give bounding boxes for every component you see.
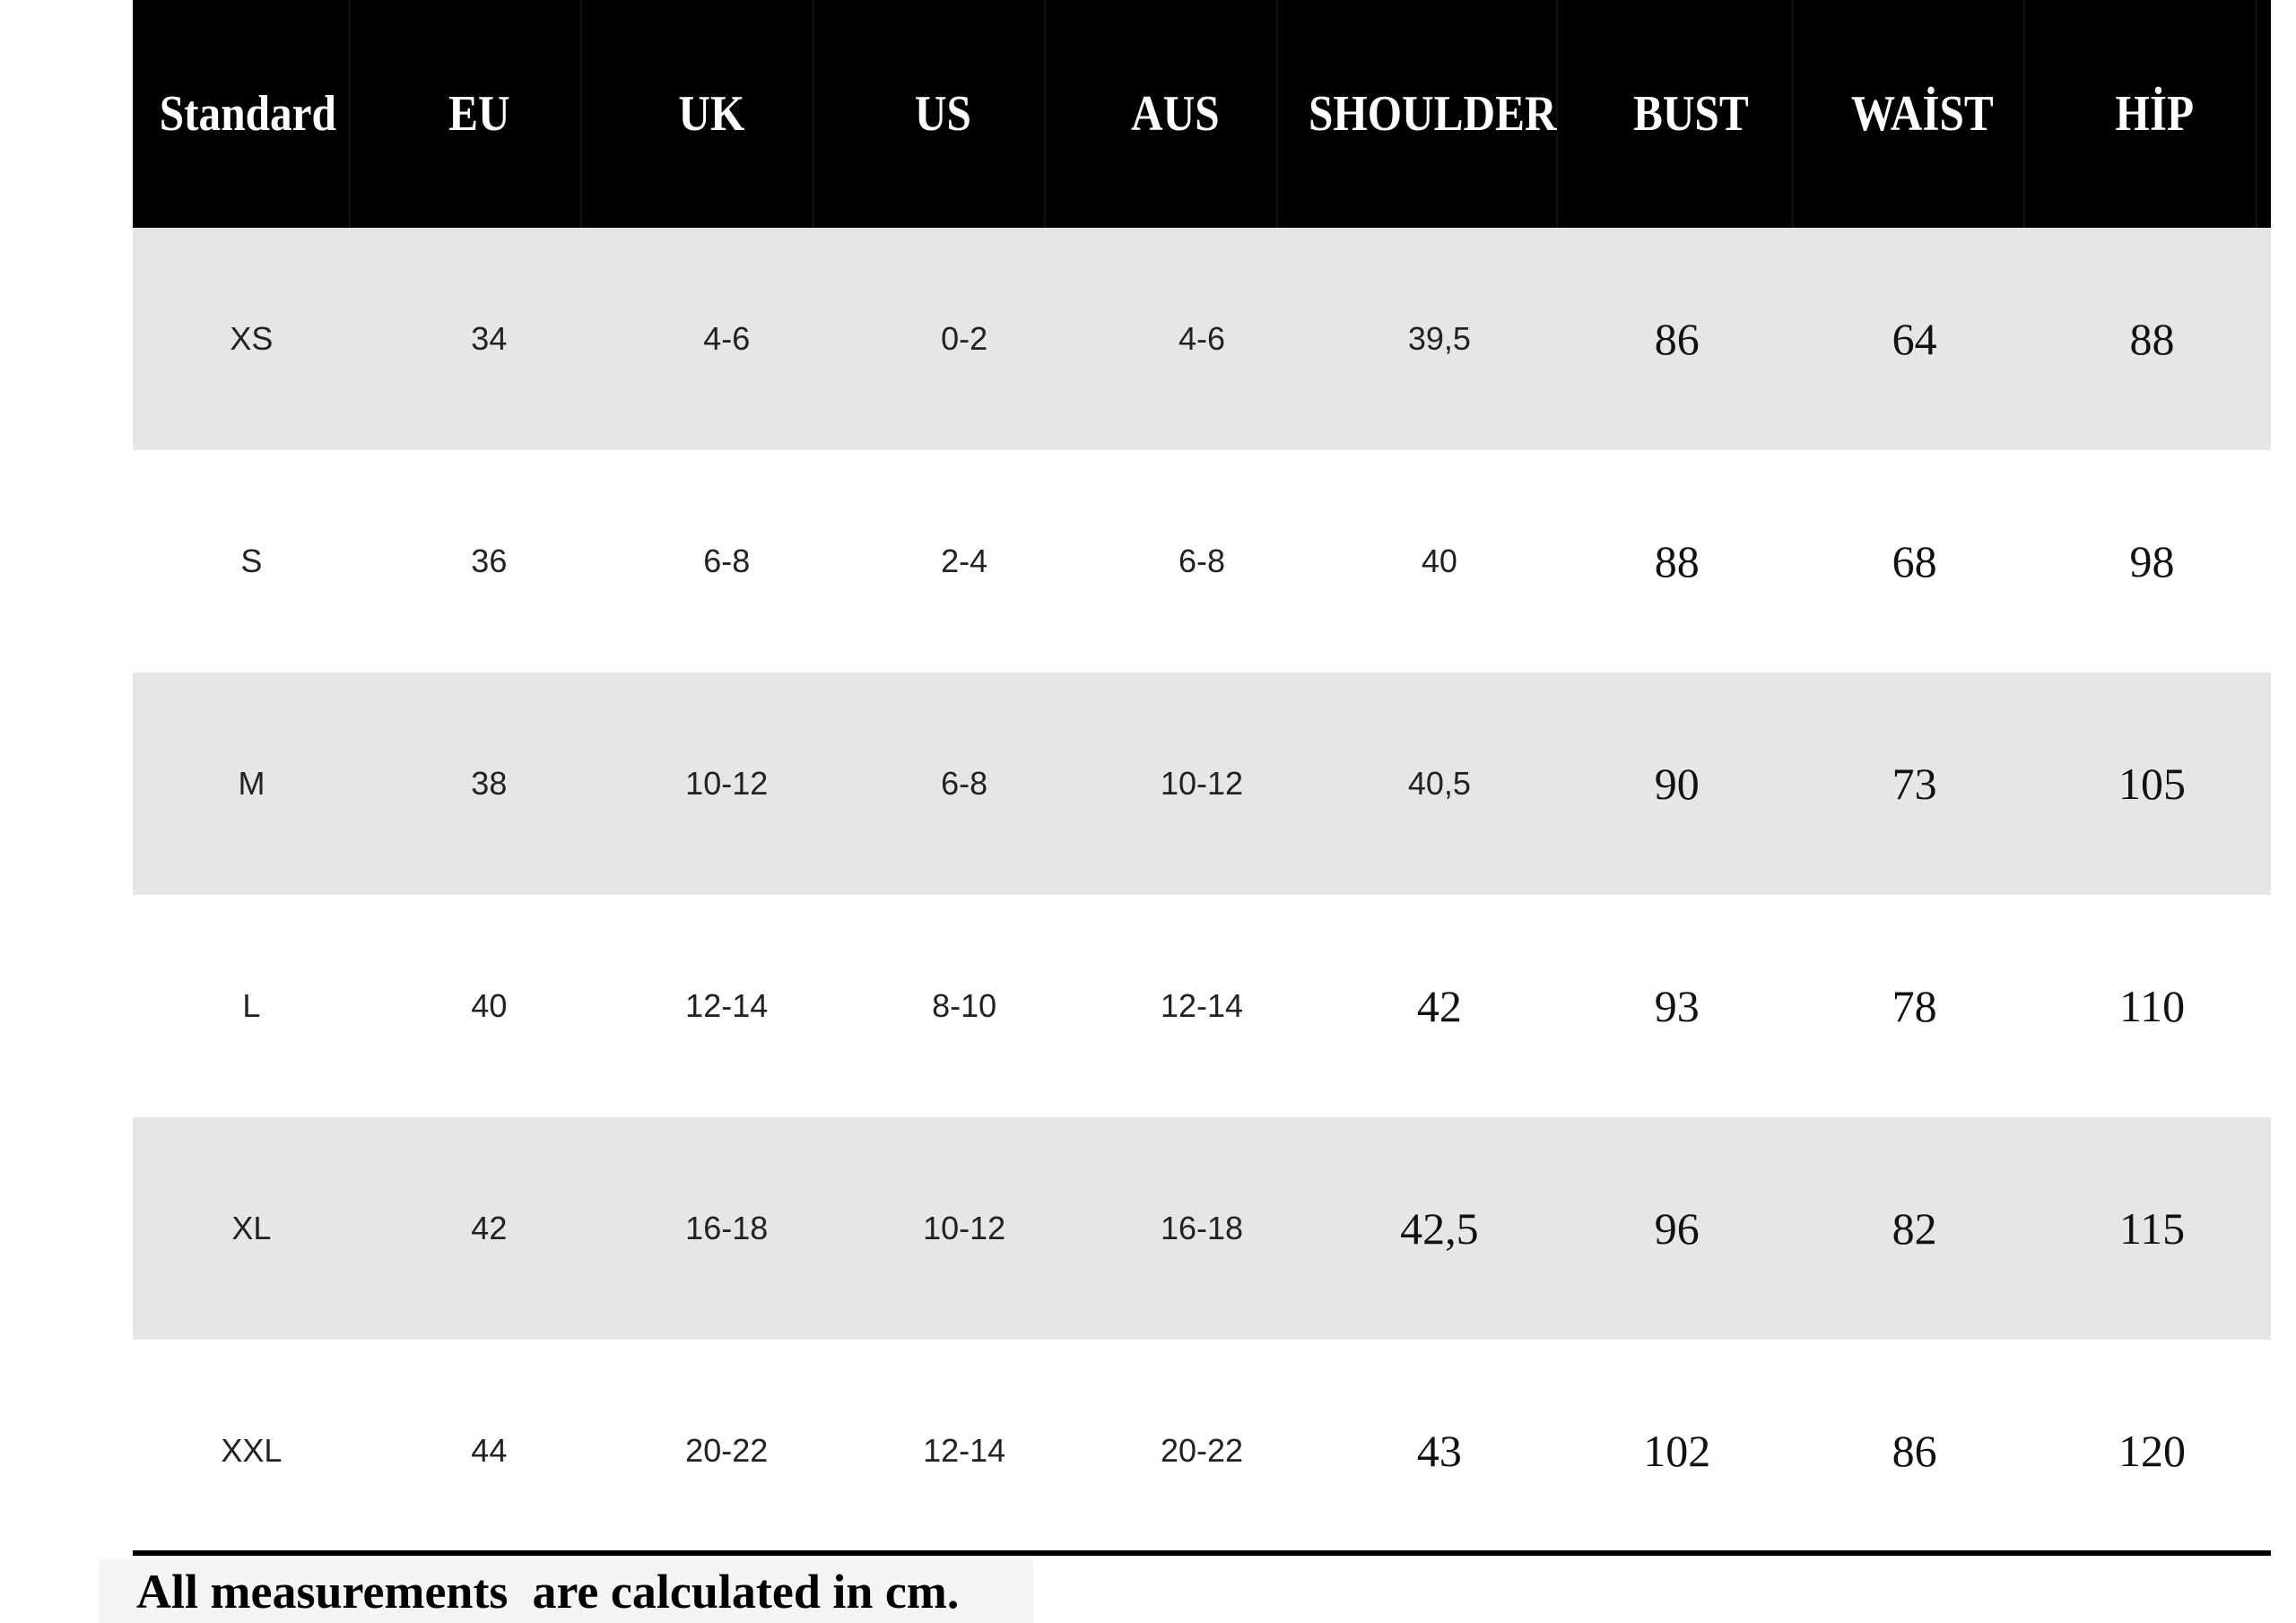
cell-hip: 110 [2118,981,2186,1031]
footer-note: All measurements are calculated in cm. [99,1559,1033,1623]
cell-standard: M [238,765,265,802]
cell-aus: 20-22 [1160,1432,1244,1469]
cell-eu: 38 [471,765,508,802]
cell-aus: 16-18 [1160,1210,1244,1246]
table-row: XXL 44 20-22 12-14 20-22 43 102 86 120 [133,1340,2271,1562]
cell-uk: 6-8 [703,542,751,579]
cell-bust: 90 [1654,759,1700,809]
table-body: XS 34 4-6 0-2 4-6 39,5 86 64 88 S 36 6-8 2-4 6-8 40 88 6… [133,228,2271,1562]
cell-us: 0-2 [941,320,988,357]
cell-waist: 82 [1892,1203,1937,1254]
table-row: XS 34 4-6 0-2 4-6 39,5 86 64 88 [133,228,2271,450]
cell-standard: L [242,987,261,1024]
cell-shoulder: 39,5 [1407,320,1471,357]
header-uk: UK [610,0,814,228]
cell-bust: 86 [1654,314,1700,364]
cell-aus: 10-12 [1160,765,1244,802]
cell-us: 6-8 [941,765,988,802]
cell-shoulder: 42 [1416,981,1462,1031]
cell-waist: 64 [1892,314,1937,364]
cell-standard: S [240,542,263,579]
cell-us: 2-4 [941,542,988,579]
cell-standard: XS [230,320,274,357]
header-shoulder: SHOULDER [1309,0,1559,228]
header-bust: BUST [1589,0,1794,228]
cell-bust: 88 [1654,536,1700,586]
cell-hip: 105 [2118,759,2187,809]
table-row: XL 42 16-18 10-12 16-18 42,5 96 82 115 [133,1117,2271,1340]
cell-shoulder: 40,5 [1407,765,1471,802]
cell-bust: 93 [1654,981,1700,1031]
cell-us: 8-10 [932,987,997,1024]
header-hip: HİP [2053,0,2257,228]
header-waist: WAİST [1822,0,2026,228]
header-standard: Standard [147,0,351,228]
table-header: Standard EU UK US AUS SHOULDER BUST WAİS… [133,0,2271,228]
cell-hip: 120 [2118,1426,2187,1476]
cell-uk: 16-18 [685,1210,769,1246]
size-chart-table: Standard EU UK US AUS SHOULDER BUST WAİS… [133,0,2271,1562]
cell-aus: 4-6 [1178,320,1225,357]
cell-us: 12-14 [923,1432,1006,1469]
table-row: S 36 6-8 2-4 6-8 40 88 68 98 [133,450,2271,673]
table-row: L 40 12-14 8-10 12-14 42 93 78 110 [133,895,2271,1117]
cell-waist: 78 [1892,981,1937,1031]
cell-uk: 4-6 [703,320,751,357]
cell-standard: XL [231,1210,272,1246]
cell-eu: 44 [471,1432,508,1469]
cell-eu: 34 [471,320,508,357]
cell-aus: 12-14 [1160,987,1244,1024]
cell-bust: 96 [1654,1203,1700,1254]
header-eu: EU [378,0,583,228]
header-aus: AUS [1074,0,1278,228]
cell-waist: 68 [1892,536,1937,586]
cell-aus: 6-8 [1178,542,1225,579]
cell-waist: 86 [1892,1426,1937,1476]
table-row: M 38 10-12 6-8 10-12 40,5 90 73 105 [133,673,2271,895]
cell-standard: XXL [221,1432,283,1469]
cell-eu: 42 [471,1210,508,1246]
header-us: US [842,0,1047,228]
cell-waist: 73 [1892,759,1937,809]
cell-hip: 115 [2118,1203,2186,1254]
footer-divider [133,1550,2271,1556]
cell-eu: 40 [471,987,508,1024]
cell-shoulder: 40 [1421,542,1457,579]
cell-hip: 98 [2129,536,2175,586]
cell-hip: 88 [2129,314,2175,364]
cell-shoulder: 43 [1416,1426,1462,1476]
cell-bust: 102 [1643,1426,1711,1476]
cell-shoulder: 42,5 [1400,1203,1479,1254]
cell-uk: 10-12 [685,765,769,802]
cell-uk: 12-14 [685,987,769,1024]
cell-eu: 36 [471,542,508,579]
cell-uk: 20-22 [685,1432,769,1469]
cell-us: 10-12 [923,1210,1006,1246]
